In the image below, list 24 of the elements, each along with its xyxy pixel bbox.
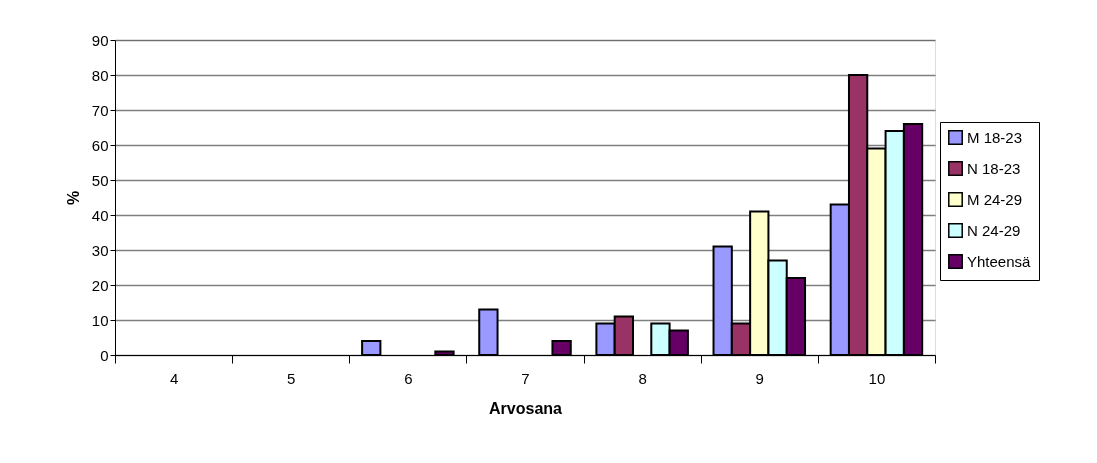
legend-label: N 24-29 xyxy=(967,221,1021,239)
x-axis-title: Arvosana xyxy=(489,399,563,417)
x-tick-label: 4 xyxy=(169,369,179,387)
y-tick-label: 90 xyxy=(91,31,109,49)
y-tick-label: 10 xyxy=(91,311,109,329)
legend-label: M 24-29 xyxy=(967,190,1023,208)
x-tick-label: 10 xyxy=(868,369,886,387)
y-axis-title: % xyxy=(64,190,82,206)
y-tick-label: 30 xyxy=(91,241,109,259)
y-tick-label: 50 xyxy=(91,171,109,189)
y-tick-label: 60 xyxy=(91,136,109,154)
y-tick-label: 40 xyxy=(91,206,109,224)
x-tick-label: 5 xyxy=(287,369,296,387)
legend-label: Yhteensä xyxy=(967,252,1032,270)
x-tick-label: 6 xyxy=(404,369,413,387)
legend-label: N 18-23 xyxy=(967,159,1021,177)
y-tick-label: 70 xyxy=(91,101,109,119)
legend-label: M 18-23 xyxy=(967,128,1023,146)
x-tick-label: 9 xyxy=(755,369,764,387)
y-tick-label: 0 xyxy=(100,346,109,364)
y-tick-label: 20 xyxy=(91,276,109,294)
x-tick-label: 7 xyxy=(521,369,530,387)
x-tick-label: 8 xyxy=(638,369,647,387)
y-tick-label: 80 xyxy=(91,66,109,84)
